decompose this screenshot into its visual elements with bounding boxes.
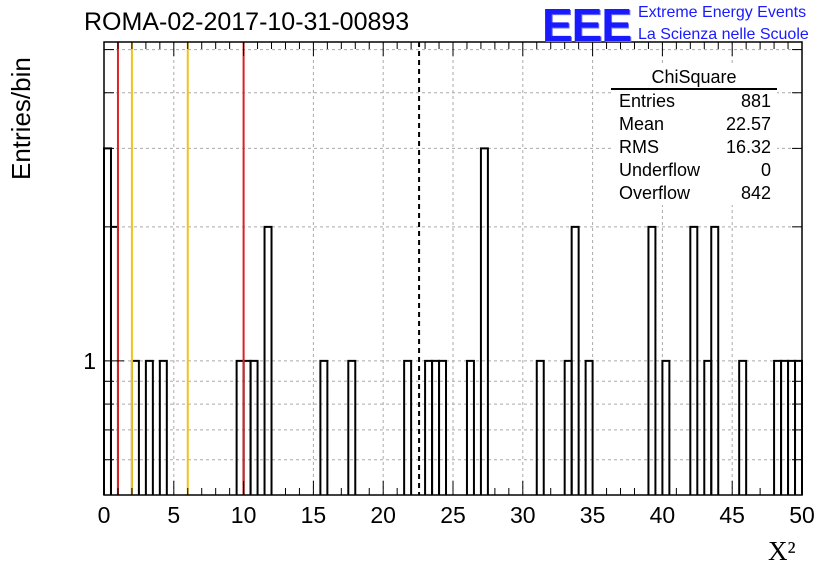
histogram-bin	[584, 359, 594, 495]
x-tick-label: 5	[167, 502, 180, 528]
histogram-bin	[738, 359, 748, 495]
x-tick-label: 20	[370, 502, 396, 528]
eee-logo: EEE	[542, 0, 632, 51]
logo-line-1: Extreme Energy Events	[638, 4, 807, 21]
stats-label: Underflow	[619, 160, 701, 180]
histogram-bin	[263, 225, 273, 495]
stats-label: Entries	[619, 91, 676, 111]
logo-line-2: La Scienza nelle Scuole	[638, 26, 809, 43]
x-tick-label: 0	[98, 502, 111, 528]
histogram-bin	[479, 147, 489, 495]
histogram-bars	[103, 147, 803, 495]
histogram-bin	[689, 225, 699, 495]
histogram-bin	[438, 359, 448, 495]
histogram-bin	[647, 225, 657, 495]
stats-row-underflow: Underflow 0	[611, 159, 777, 182]
stats-label: Mean	[619, 114, 665, 134]
stats-row-overflow: Overflow 842	[611, 182, 777, 205]
stats-value: 22.57	[725, 114, 771, 134]
grid-lines	[104, 42, 802, 495]
histogram-bin	[403, 359, 413, 495]
stats-row-mean: Mean 22.57	[611, 113, 777, 136]
stats-label: Overflow	[619, 183, 691, 203]
stats-value: 0	[760, 160, 771, 180]
axis-tick-labels: 0 5 10 15 20 25 30 35 40 45 50 1	[83, 348, 815, 528]
x-tick-label: 40	[650, 502, 676, 528]
stats-value: 842	[740, 183, 771, 203]
x-tick-label: 30	[510, 502, 536, 528]
reference-lines	[116, 42, 421, 495]
x-tick-label: 50	[789, 502, 815, 528]
x-tick-label: 10	[231, 502, 257, 528]
x-tick-label: 35	[580, 502, 606, 528]
histogram-bin	[347, 359, 357, 495]
histogram-bin	[319, 359, 329, 495]
x-tick-label: 45	[719, 502, 745, 528]
histogram-bin	[158, 359, 168, 495]
histogram-bin	[249, 359, 259, 495]
x-axis-label: X²	[768, 536, 796, 566]
histogram-bin	[661, 359, 671, 495]
run-title: ROMA-02-2017-10-31-00893	[84, 8, 410, 36]
y-tick-label: 1	[83, 348, 96, 374]
stats-value: 881	[740, 91, 771, 111]
axis-ticks	[103, 42, 803, 495]
stats-row-rms: RMS 16.32	[611, 136, 777, 159]
histogram-bin	[103, 147, 112, 495]
stats-label: RMS	[619, 137, 659, 157]
x-tick-label: 15	[301, 502, 327, 528]
y-axis-label: Entries/bin	[6, 57, 36, 180]
stats-value: 16.32	[725, 137, 771, 157]
histogram-bin	[465, 359, 475, 495]
histogram-bin	[710, 225, 720, 495]
stats-title: ChiSquare	[611, 66, 777, 90]
histogram-bin	[144, 359, 154, 495]
stats-row-entries: Entries 881	[611, 90, 777, 113]
histogram-bin	[570, 225, 580, 495]
histogram-bin	[535, 359, 545, 495]
x-tick-label: 25	[440, 502, 466, 528]
stats-box: ChiSquare Entries 881 Mean 22.57 RMS 16.…	[611, 66, 777, 205]
